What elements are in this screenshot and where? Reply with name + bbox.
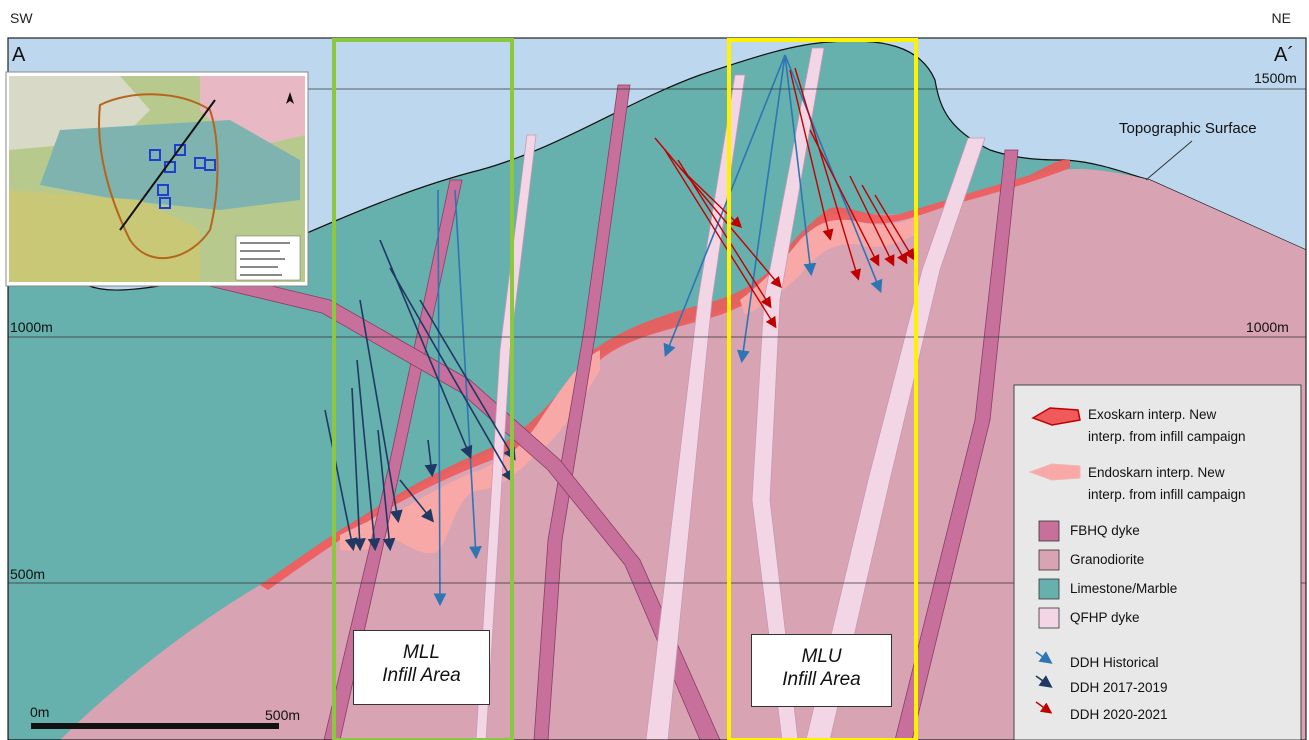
mlu-label: MLU xyxy=(801,646,842,667)
legend-exoskarn-line1: Exoskarn interp. New xyxy=(1088,407,1217,422)
endoskarn-zone-upper xyxy=(740,215,920,315)
mlu-infill-area-label: Infill Area xyxy=(782,669,861,690)
legend-ddh-2020-label: DDH 2020-2021 xyxy=(1070,707,1168,722)
legend-endoskarn: Endoskarn interp. New interp. from infil… xyxy=(1028,463,1246,502)
mll-infill-frame xyxy=(332,38,514,740)
elevation-500-label: 500m xyxy=(10,566,45,582)
legend-ddh-2017-label: DDH 2017-2019 xyxy=(1070,680,1168,695)
legend-fbhq-label: FBHQ dyke xyxy=(1070,523,1140,538)
mll-infill-area-label: Infill Area xyxy=(382,665,461,686)
topographic-surface-label: Topographic Surface xyxy=(1119,120,1257,137)
topo-leader-line xyxy=(1145,140,1193,181)
qfhp-dykes xyxy=(475,47,986,740)
legend-exoskarn-line2: interp. from infill campaign xyxy=(1088,429,1246,444)
endoskarn-zone xyxy=(340,350,600,554)
legend-endoskarn-line1: Endoskarn interp. New xyxy=(1088,465,1225,480)
mll-infill-label-box: MLL Infill Area xyxy=(353,630,490,705)
legend-qfhp-label: QFHP dyke xyxy=(1070,610,1140,625)
legend-exoskarn: Exoskarn interp. New interp. from infill… xyxy=(1031,407,1246,444)
legend-endoskarn-line2: interp. from infill campaign xyxy=(1088,487,1246,502)
section-frame xyxy=(7,37,1307,740)
ne-direction-label: NE xyxy=(1271,10,1291,26)
elevation-1000-right-label: 1000m xyxy=(1246,319,1289,335)
legend-granodiorite-label: Granodiorite xyxy=(1070,552,1144,567)
legend-granodiorite: Granodiorite xyxy=(1038,549,1144,571)
legend-ddh-2017: DDH 2017-2019 xyxy=(1035,675,1168,695)
sw-direction-label: SW xyxy=(10,10,33,26)
scale-bar: 0m 500m xyxy=(30,704,300,729)
scale-start-label: 0m xyxy=(30,704,49,720)
elevation-1500-label: 1500m xyxy=(1254,70,1297,86)
legend: Exoskarn interp. New interp. from infill… xyxy=(1013,384,1302,740)
mll-label: MLL xyxy=(403,642,440,663)
inset-location-map xyxy=(5,71,309,287)
legend-limestone: Limestone/Marble xyxy=(1038,578,1177,600)
ddh-historical-holes xyxy=(433,54,883,607)
section-end-label: A´ xyxy=(1274,44,1294,66)
legend-limestone-label: Limestone/Marble xyxy=(1070,581,1177,596)
legend-qfhp: QFHP dyke xyxy=(1038,607,1140,629)
mlu-infill-frame xyxy=(727,38,918,740)
section-start-label: A xyxy=(12,44,26,66)
mlu-infill-label-box: MLU Infill Area xyxy=(751,634,892,707)
legend-ddh-historical: DDH Historical xyxy=(1035,651,1159,670)
elevation-1000-left-label: 1000m xyxy=(10,319,53,335)
legend-fbhq: FBHQ dyke xyxy=(1038,520,1140,542)
legend-ddh-2020: DDH 2020-2021 xyxy=(1035,701,1168,722)
legend-ddh-historical-label: DDH Historical xyxy=(1070,655,1159,670)
scale-end-label: 500m xyxy=(265,707,300,723)
fbhq-dykes xyxy=(79,84,1019,740)
